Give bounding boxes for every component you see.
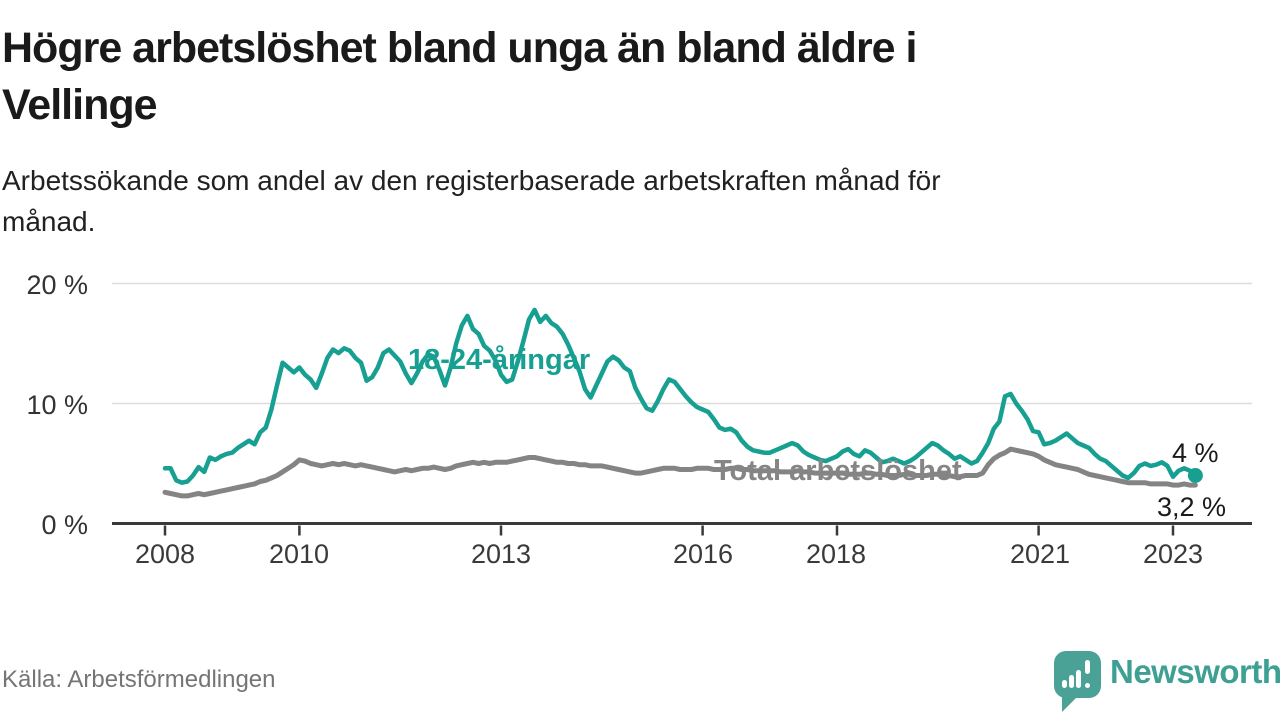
x-axis-tick-2018: 2018: [805, 539, 867, 569]
x-axis-tick-2016: 2016: [672, 539, 734, 569]
newsworthy-logo-icon: [1054, 651, 1101, 698]
y-axis-tick-20: 20 %: [26, 270, 88, 300]
speech-bubble-tail-icon: [1062, 696, 1078, 712]
chart-subtitle: Arbetssökande som andel av den registerb…: [2, 160, 1222, 242]
logo-bar-icon: [1062, 680, 1067, 688]
page-title: Högre arbetslöshet bland unga än bland ä…: [2, 20, 1272, 134]
y-axis-tick-0: 0 %: [41, 510, 88, 540]
chart-subtitle-line2: månad.: [2, 206, 96, 237]
logo-exclamation-dot-icon: [1085, 683, 1090, 688]
x-axis-tick-2010: 2010: [268, 539, 330, 569]
newsworthy-logo-text: Newsworthy: [1110, 653, 1280, 690]
logo-bar-icon: [1069, 675, 1074, 688]
series-label-youth: 18-24-åringar: [408, 344, 591, 376]
page-title-line2: Vellinge: [2, 81, 158, 129]
logo-exclamation-icon: [1085, 660, 1090, 674]
y-axis-tick-10: 10 %: [26, 390, 88, 420]
x-axis-tick-2023: 2023: [1142, 539, 1204, 569]
chart-subtitle-line1: Arbetssökande som andel av den registerb…: [2, 165, 941, 196]
end-value-label-youth: 4 %: [1172, 438, 1219, 468]
x-axis-tick-2021: 2021: [1009, 539, 1071, 569]
x-axis-tick-2013: 2013: [470, 539, 532, 569]
logo-bar-icon: [1076, 670, 1081, 688]
page-title-line1: Högre arbetslöshet bland unga än bland ä…: [2, 24, 918, 72]
series-label-total: Total arbetslöshet: [714, 455, 962, 487]
end-value-label-total: 3,2 %: [1157, 492, 1227, 522]
source-attribution: Källa: Arbetsförmedlingen: [2, 666, 276, 693]
x-axis-tick-2008: 2008: [134, 539, 196, 569]
